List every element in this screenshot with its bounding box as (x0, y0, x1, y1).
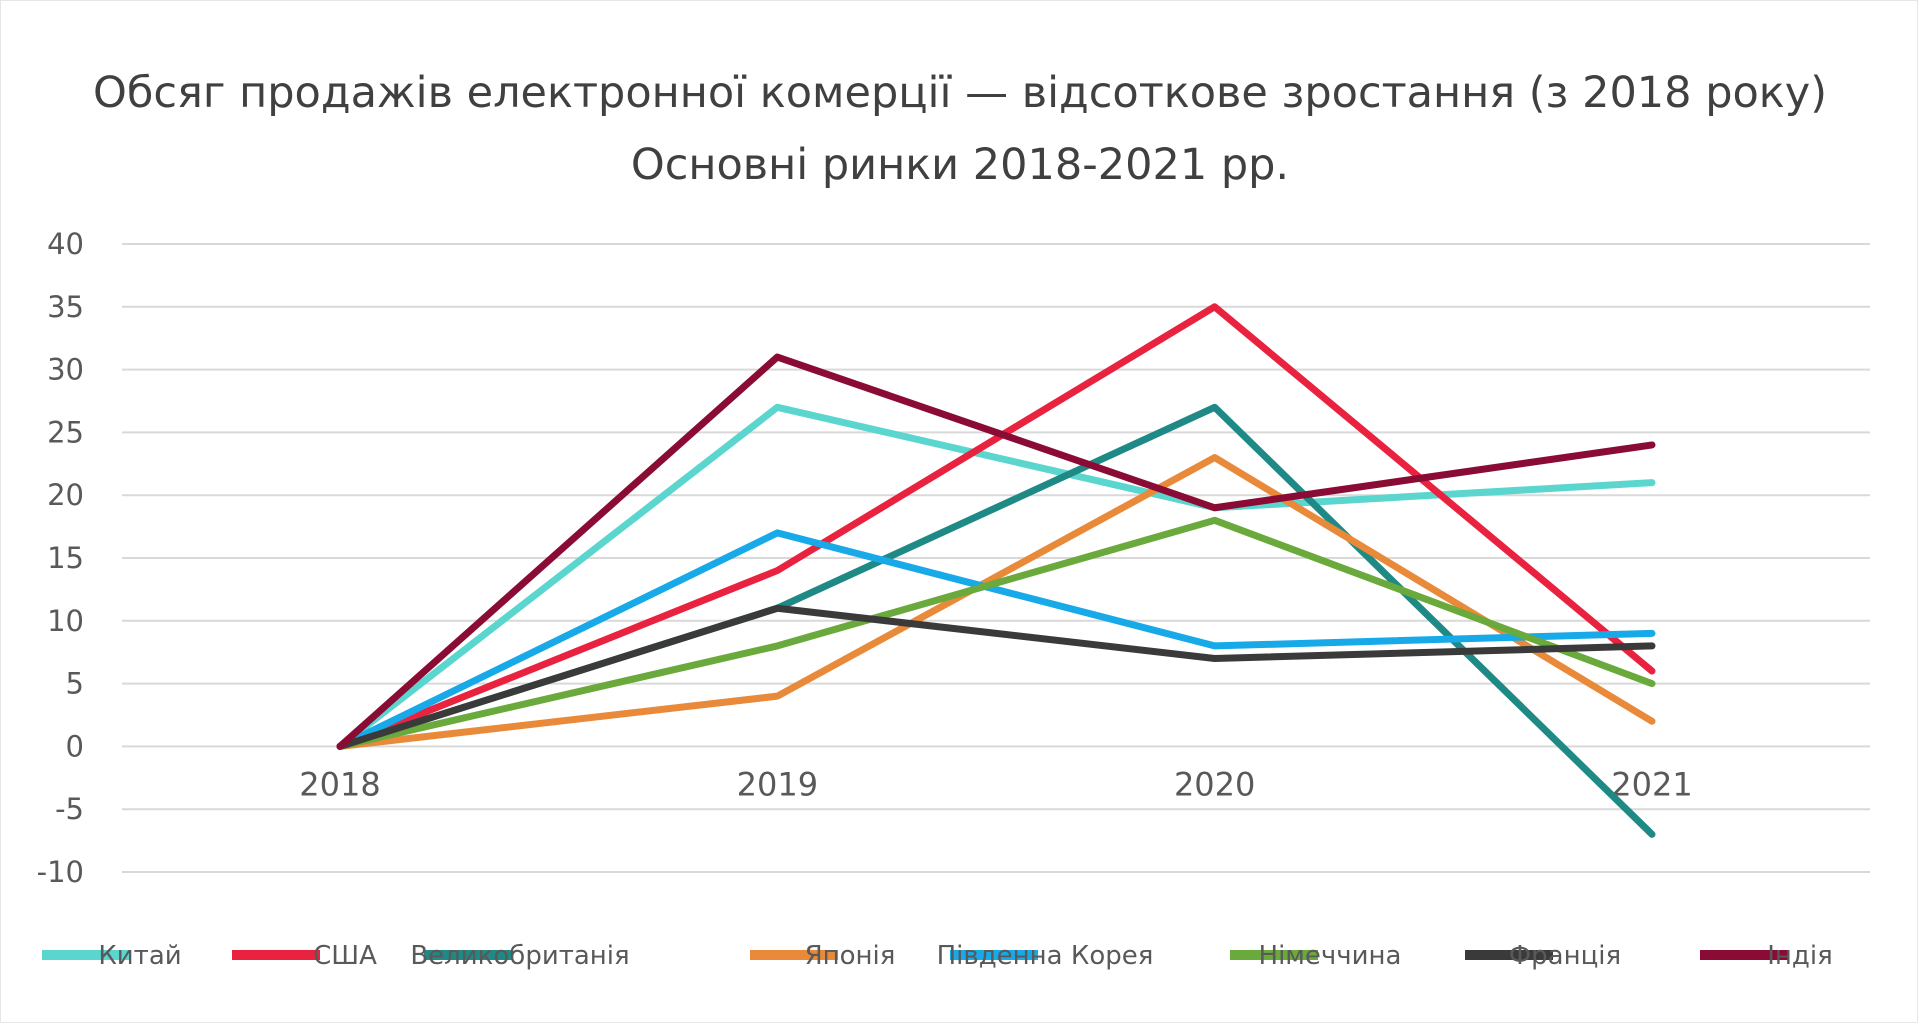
y-tick-label: 25 (47, 415, 84, 449)
x-tick-label: 2018 (299, 765, 380, 803)
series-line-6 (336, 604, 1656, 750)
legend-label: Південна Корея (937, 941, 1154, 971)
x-tick-label: 2021 (1611, 765, 1692, 803)
series-line-4 (336, 529, 1656, 750)
y-tick-label: -10 (37, 855, 84, 889)
y-tick-label: -5 (55, 792, 84, 826)
y-tick-label: 20 (47, 478, 84, 512)
chart-title: Обсяг продажів електронної комерції — ві… (92, 68, 1827, 118)
series-line-5 (336, 516, 1656, 750)
x-tick-label: 2020 (1174, 765, 1255, 803)
series-line-3 (336, 454, 1656, 750)
legend-label: Індія (1767, 941, 1833, 971)
legend-label: Японія (805, 941, 896, 971)
y-tick-label: 30 (47, 353, 84, 387)
y-tick-label: 40 (47, 227, 84, 261)
legend-label: Китай (98, 941, 181, 971)
legend-label: Німеччина (1259, 941, 1402, 971)
chart-subtitle: Основні ринки 2018-2021 рр. (630, 140, 1290, 190)
x-tick-label: 2019 (737, 765, 818, 803)
gridlines (122, 243, 1870, 873)
legend-label: США (313, 941, 377, 971)
series-lines (336, 303, 1656, 838)
y-tick-label: 5 (66, 667, 84, 701)
legend-label: Франція (1509, 941, 1621, 971)
y-axis-labels: 40 35 30 25 20 15 10 5 0 -5 -10 (37, 227, 84, 889)
series-line-0 (336, 403, 1656, 750)
series-line-7 (336, 353, 1656, 750)
legend: Китай США Великобританія Японія Південна Кор… (42, 941, 1833, 971)
legend-label: Великобританія (410, 941, 629, 971)
x-axis-labels: 2018 2019 2020 2021 (299, 765, 1692, 803)
y-tick-label: 15 (47, 541, 84, 575)
y-tick-label: 0 (66, 729, 84, 763)
series-line-1 (336, 303, 1656, 750)
y-tick-label: 10 (47, 604, 84, 638)
y-tick-label: 35 (47, 290, 84, 324)
